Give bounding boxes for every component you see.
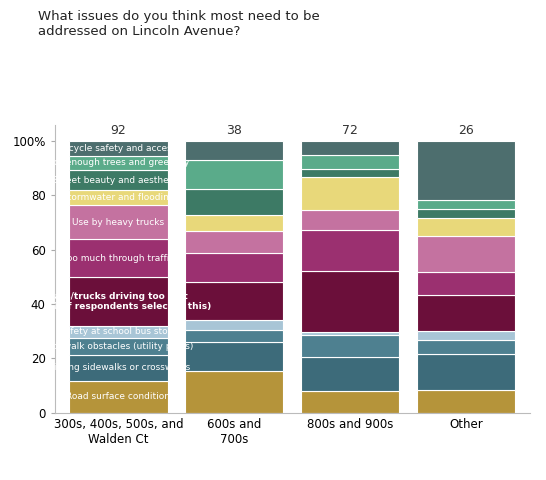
Bar <box>69 240 168 277</box>
Bar <box>185 282 283 320</box>
Bar <box>69 190 168 204</box>
Bar <box>185 230 283 253</box>
Bar <box>301 169 399 177</box>
Bar <box>185 330 283 342</box>
Bar <box>185 160 283 189</box>
Text: Safety at school bus stops: Safety at school bus stops <box>59 327 178 336</box>
Bar <box>301 141 399 155</box>
Bar <box>417 340 515 354</box>
Text: Missing sidewalks or crosswalks: Missing sidewalks or crosswalks <box>46 363 191 372</box>
Bar <box>185 371 283 413</box>
Bar <box>185 141 283 160</box>
Bar <box>185 253 283 282</box>
Bar <box>417 141 515 200</box>
Bar <box>69 170 168 190</box>
Bar <box>301 391 399 413</box>
Text: Road surface condition: Road surface condition <box>66 393 170 401</box>
Bar <box>417 295 515 331</box>
Text: Not enough trees and greenery: Not enough trees and greenery <box>47 158 189 167</box>
Bar <box>69 337 168 355</box>
Bar <box>417 209 515 218</box>
Text: 26: 26 <box>458 124 474 137</box>
Text: Street beauty and aesthetics: Street beauty and aesthetics <box>52 176 184 185</box>
Bar <box>69 381 168 413</box>
Bar <box>301 177 399 210</box>
Text: What issues do you think most need to be
addressed on Lincoln Avenue?: What issues do you think most need to be… <box>38 10 320 37</box>
Text: 38: 38 <box>226 124 242 137</box>
Bar <box>301 357 399 391</box>
Bar <box>69 156 168 170</box>
Bar <box>417 390 515 413</box>
Bar <box>185 342 283 371</box>
Bar <box>69 355 168 381</box>
Text: Sidewalk obstacles (utility poles): Sidewalk obstacles (utility poles) <box>44 342 193 351</box>
Bar <box>417 200 515 209</box>
Bar <box>417 236 515 273</box>
Bar <box>417 218 515 236</box>
Text: 72: 72 <box>342 124 358 137</box>
Bar <box>69 277 168 326</box>
Text: Bicycle safety and access: Bicycle safety and access <box>60 144 176 153</box>
Text: Stormwater and flooding: Stormwater and flooding <box>62 193 175 202</box>
Bar <box>417 331 515 340</box>
Bar <box>69 204 168 240</box>
Bar <box>301 230 399 271</box>
Bar <box>185 189 283 215</box>
Bar <box>301 271 399 332</box>
Bar <box>185 320 283 330</box>
Bar <box>417 273 515 295</box>
Bar <box>417 354 515 390</box>
Text: Cars/trucks driving too fast
(~75% of respondents selected this): Cars/trucks driving too fast (~75% of re… <box>25 292 211 311</box>
Bar <box>185 215 283 230</box>
Bar <box>301 210 399 230</box>
Bar <box>301 335 399 357</box>
Bar <box>69 326 168 337</box>
Text: Use by heavy trucks: Use by heavy trucks <box>72 217 164 227</box>
Bar <box>301 155 399 169</box>
Bar <box>301 332 399 335</box>
Text: 92: 92 <box>110 124 126 137</box>
Bar <box>69 141 168 156</box>
Text: Too much through traffic: Too much through traffic <box>63 253 174 263</box>
